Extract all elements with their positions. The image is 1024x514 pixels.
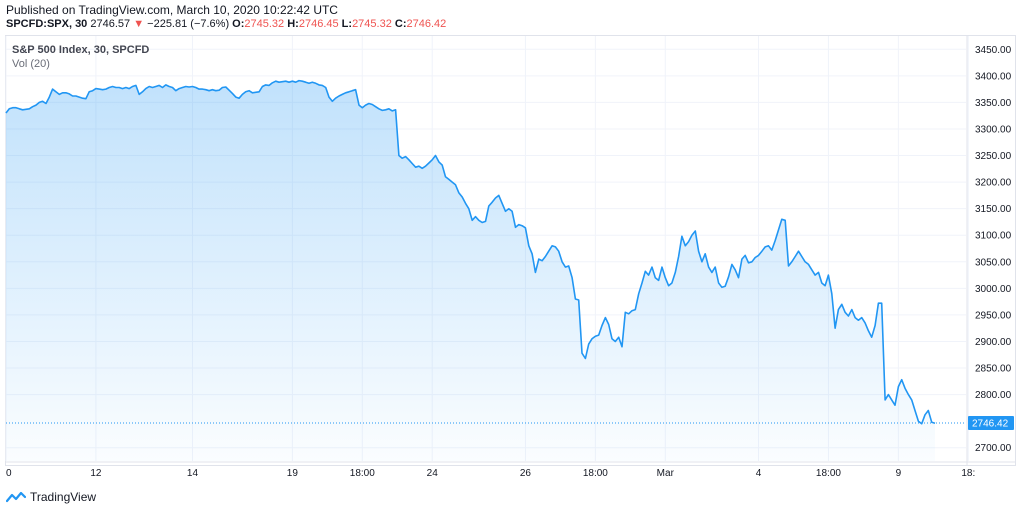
y-tick-label: 3250.00 xyxy=(975,151,1012,162)
footer-brand-label: TradingView xyxy=(30,490,97,504)
x-tick-label: 0 xyxy=(6,468,12,479)
y-tick-label: 3000.00 xyxy=(975,284,1012,295)
quote-line: SPCFD:SPX, 30 2746.57 ▼ −225.81 (−7.6%) … xyxy=(6,18,446,30)
down-arrow-icon: ▼ xyxy=(133,18,145,30)
x-tick-label: 18:00 xyxy=(583,468,608,479)
y-tick-label: 3350.00 xyxy=(975,98,1012,109)
y-tick-label: 2900.00 xyxy=(975,337,1012,348)
close-label: C: xyxy=(394,18,407,30)
x-tick-label: 18: xyxy=(961,468,975,479)
y-tick-label: 3450.00 xyxy=(975,45,1012,56)
tradingview-logo-icon xyxy=(6,491,26,503)
last-price-tag: 2746.42 xyxy=(968,416,1014,431)
x-tick-label: 18:00 xyxy=(816,468,841,479)
x-tick-label: 14 xyxy=(187,468,199,479)
legend-volume: Vol (20) xyxy=(12,58,50,70)
last-price: 2746.57 xyxy=(90,18,131,30)
y-tick-label: 2950.00 xyxy=(975,310,1012,321)
symbol-label: SPCFD:SPX, 30 xyxy=(6,18,88,30)
footer-branding[interactable]: TradingView xyxy=(6,490,96,504)
y-tick-label: 3200.00 xyxy=(975,178,1012,189)
y-tick-label: 2850.00 xyxy=(975,364,1012,375)
y-tick-label: 3300.00 xyxy=(975,124,1012,135)
open-label: O: xyxy=(232,18,245,30)
price-area xyxy=(6,80,935,461)
x-tick-label: 4 xyxy=(756,468,762,479)
legend-title: S&P 500 Index, 30, SPCFD xyxy=(12,44,150,56)
x-tick-label: 19 xyxy=(287,468,299,479)
y-tick-label: 3100.00 xyxy=(975,231,1012,242)
y-tick-label: 3050.00 xyxy=(975,257,1012,268)
x-tick-label: 9 xyxy=(896,468,902,479)
y-tick-label: 3150.00 xyxy=(975,204,1012,215)
last-price-tag-label: 2746.42 xyxy=(972,419,1009,430)
high-value: 2746.45 xyxy=(298,18,339,30)
x-tick-label: 12 xyxy=(90,468,102,479)
low-value: 2745.32 xyxy=(352,18,392,30)
price-line xyxy=(5,79,936,425)
y-tick-label: 2800.00 xyxy=(975,390,1012,401)
price-change: −225.81 (−7.6%) xyxy=(147,18,230,30)
close-value: 2746.42 xyxy=(406,18,447,30)
x-tick-label: 24 xyxy=(427,468,439,479)
y-tick-label: 3400.00 xyxy=(975,71,1012,82)
x-tick-label: Mar xyxy=(657,468,675,479)
open-value: 2745.32 xyxy=(244,18,285,30)
x-tick-label: 18:00 xyxy=(350,468,375,479)
y-tick-label: 2700.00 xyxy=(975,443,1012,454)
low-label: L: xyxy=(341,18,353,30)
published-line: Published on TradingView.com, March 10, … xyxy=(6,3,338,17)
high-label: H: xyxy=(287,18,299,30)
x-tick-label: 26 xyxy=(520,468,532,479)
